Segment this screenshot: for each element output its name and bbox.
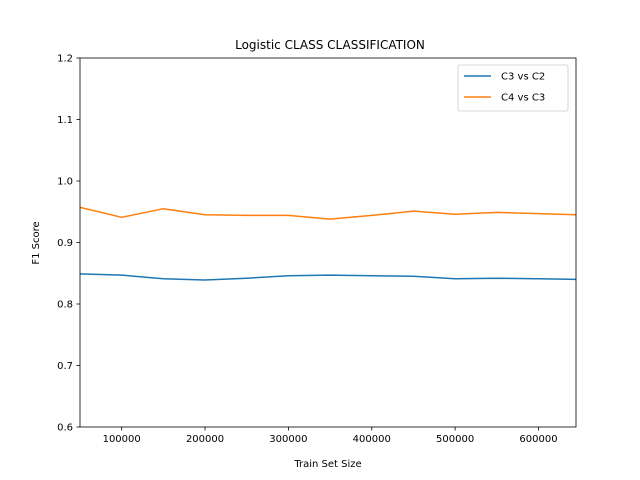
y-tick-label: 0.8 <box>57 300 73 311</box>
x-tick-label: 200000 <box>186 434 224 445</box>
y-axis-label: F1 Score <box>31 221 42 264</box>
x-tick-label: 500000 <box>436 434 474 445</box>
series-line-2 <box>79 206 577 220</box>
x-tick-label: 400000 <box>353 434 391 445</box>
legend-label: C4 vs C3 <box>501 93 545 104</box>
y-tick-label: 0.7 <box>57 361 73 372</box>
plot-area: 100000 200000 300000 400000 500000 600000 0.6 0… <box>57 54 577 445</box>
legend: C3 vs C2 C4 vs C3 <box>457 64 569 112</box>
y-tick-label: 1.1 <box>57 115 73 126</box>
y-tick-label: 1.2 <box>57 54 73 65</box>
chart-title: Logistic CLASS CLASSIFICATION <box>235 38 425 52</box>
y-tick-label: 1.0 <box>57 177 73 188</box>
x-tick-label: 600000 <box>519 434 557 445</box>
series-line-1 <box>79 273 577 281</box>
x-tick-label: 300000 <box>269 434 307 445</box>
y-tick-label: 0.6 <box>57 423 73 434</box>
legend-label: C3 vs C2 <box>501 72 545 83</box>
x-axis-label: Train Set Size <box>293 459 361 470</box>
x-tick-label: 100000 <box>103 434 141 445</box>
y-tick-label: 0.9 <box>57 238 73 249</box>
